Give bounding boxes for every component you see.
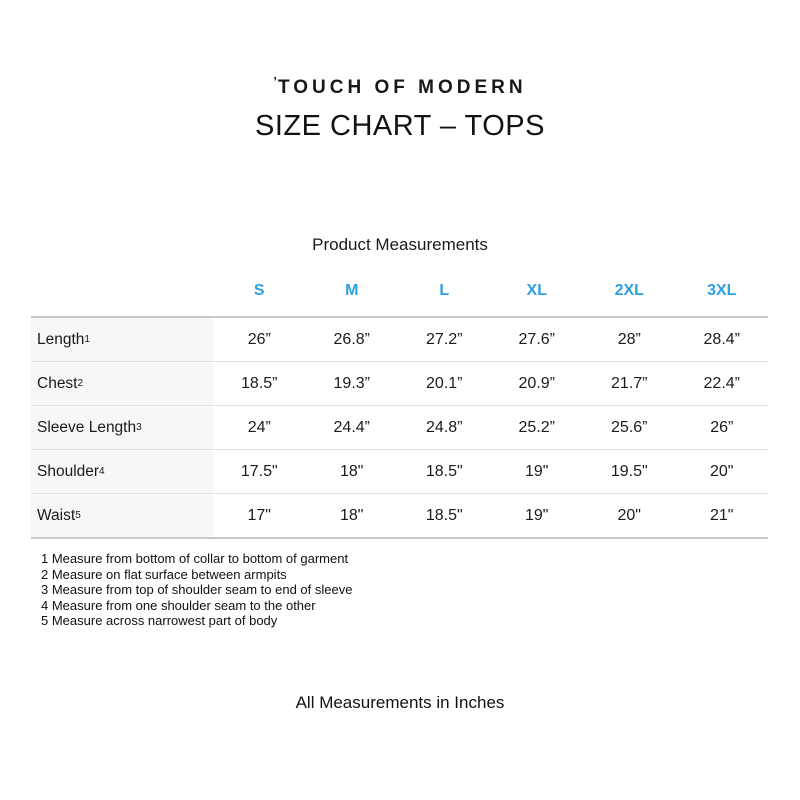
table-cell: 28.4” xyxy=(703,330,740,348)
row-label-text: Length xyxy=(37,330,85,348)
table-cell: 27.6” xyxy=(518,330,555,348)
table-cell: 22.4” xyxy=(703,374,740,392)
row-label: Waist 5 xyxy=(31,494,213,537)
brand-logo: ʼTOUCH OF MODERN xyxy=(0,74,800,99)
row-label: Shoulder 4 xyxy=(31,450,213,493)
table-cell: 20" xyxy=(710,462,734,480)
size-header-spacer xyxy=(31,282,213,300)
table-cell: 26” xyxy=(247,330,271,348)
table-cell: 17" xyxy=(247,506,271,524)
table-cell: 24.4” xyxy=(333,418,370,436)
row-label: Length 1 xyxy=(31,318,213,361)
table-cell: 20.9” xyxy=(518,374,555,392)
footnotes: 1 Measure from bottom of collar to botto… xyxy=(41,551,352,629)
table-cell: 18" xyxy=(340,462,364,480)
table-cell: 19.3” xyxy=(333,374,370,392)
table-cell: 24” xyxy=(247,418,271,436)
row-label-text: Shoulder xyxy=(37,462,100,480)
footnote-line: 5 Measure across narrowest part of body xyxy=(41,613,278,629)
table-cell: 18.5” xyxy=(241,374,278,392)
table-cell: 25.6” xyxy=(611,418,648,436)
size-column-header: 3XL xyxy=(707,282,737,299)
row-label-text: Sleeve Length xyxy=(37,418,137,436)
table-cell: 25.2” xyxy=(518,418,555,436)
table-cell: 28” xyxy=(617,330,641,348)
logo-mark-icon: ʼ xyxy=(273,74,278,89)
table-row: Length 1 26” 26.8” 27.2” 27.6” 28” 28.4” xyxy=(31,318,768,362)
section-heading: Product Measurements xyxy=(312,235,488,254)
row-label-text: Waist xyxy=(37,506,76,524)
table-row: Waist 5 17" 18" 18.5" 19" 20" 21" xyxy=(31,494,768,537)
table-cell: 20.1” xyxy=(426,374,463,392)
footnote-line: 3 Measure from top of shoulder seam to e… xyxy=(41,582,353,598)
footnote-line: 4 Measure from one shoulder seam to the … xyxy=(41,597,316,613)
table-row: Shoulder 4 17.5" 18" 18.5" 19" 19.5" 20" xyxy=(31,450,768,494)
size-header-row: S M L XL 2XL 3XL xyxy=(31,282,768,300)
footnote-line: 1 Measure from bottom of collar to botto… xyxy=(41,551,349,566)
row-label-text: Chest xyxy=(37,374,78,392)
table-cell: 18.5" xyxy=(425,462,463,480)
size-column-header: L xyxy=(439,282,450,299)
table-cell: 21.7” xyxy=(611,374,648,392)
page-title: SIZE CHART – TOPS xyxy=(254,110,545,142)
table-row: Chest 2 18.5” 19.3” 20.1” 20.9” 21.7” 22.4” xyxy=(31,362,768,406)
table-cell: 20" xyxy=(617,506,641,524)
table-cell: 18.5" xyxy=(425,506,463,524)
table-cell: 19.5" xyxy=(610,462,648,480)
table-cell: 18" xyxy=(340,506,364,524)
logo-text: TOUCH OF MODERN xyxy=(278,77,527,98)
table-cell: 26.8” xyxy=(333,330,370,348)
table-cell: 19" xyxy=(525,506,549,524)
row-label: Chest 2 xyxy=(31,362,213,405)
size-column-header: XL xyxy=(526,282,547,299)
size-column-header: M xyxy=(345,282,359,299)
table-cell: 24.8” xyxy=(426,418,463,436)
footnote-line: 2 Measure on flat surface between armpit… xyxy=(41,566,287,582)
measurement-table: Length 1 26” 26.8” 27.2” 27.6” 28” 28.4” Chest 2 1… xyxy=(31,316,768,539)
row-label: Sleeve Length 3 xyxy=(31,406,213,449)
table-row: Sleeve Length 3 24” 24.4” 24.8” 25.2” 25.6” 26” xyxy=(31,406,768,450)
table-cell: 27.2” xyxy=(426,330,463,348)
table-cell: 17.5" xyxy=(240,462,278,480)
size-column-header: S xyxy=(253,282,265,299)
bottom-note: All Measurements in Inches xyxy=(295,693,505,712)
table-cell: 26” xyxy=(710,418,734,436)
size-column-header: 2XL xyxy=(614,282,644,299)
table-cell: 19" xyxy=(525,462,549,480)
table-cell: 21" xyxy=(710,506,734,524)
